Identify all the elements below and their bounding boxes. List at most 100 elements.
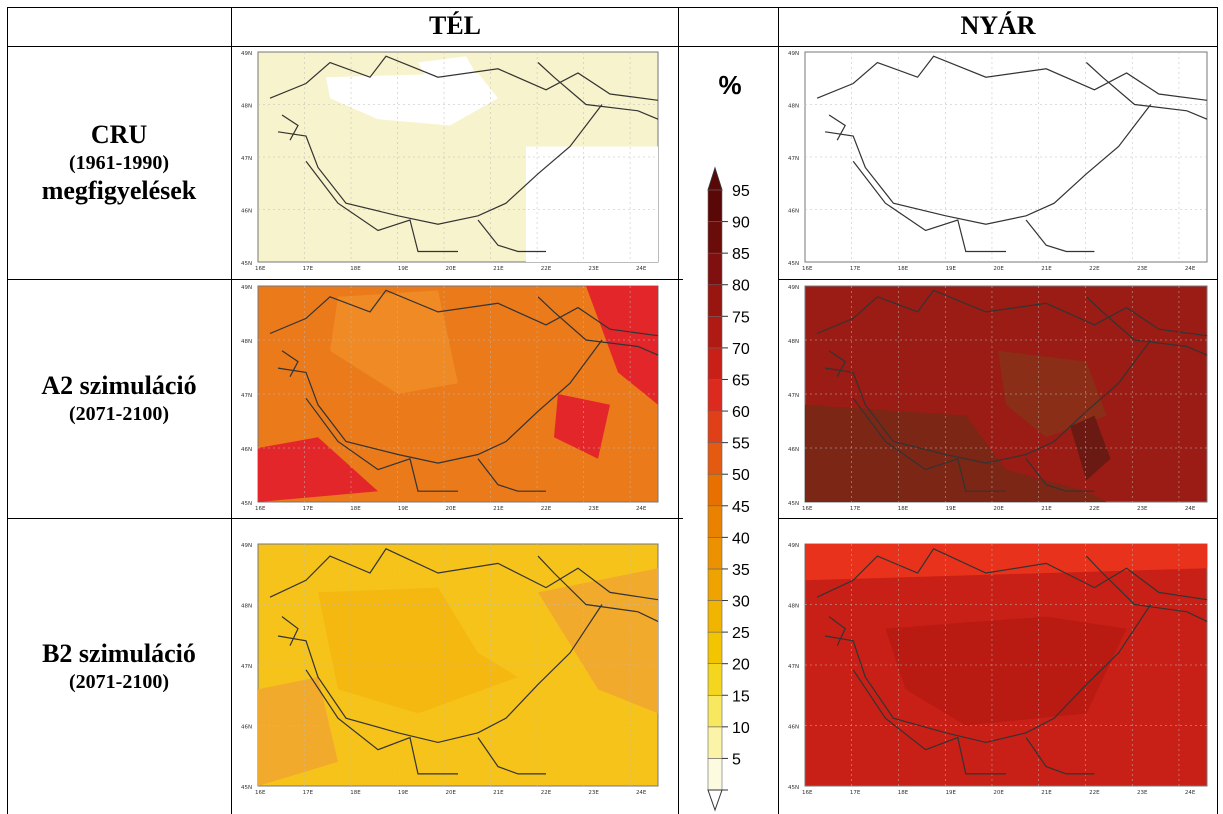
legend-swatch [707, 221, 723, 254]
latitude-label: 49N [241, 285, 252, 291]
latitude-label: 49N [241, 51, 252, 57]
legend-tick-label: 45 [732, 499, 750, 516]
longitude-label: 21E [493, 790, 504, 796]
longitude-label: 23E [1137, 790, 1148, 796]
country-border [277, 104, 603, 225]
country-border [281, 616, 299, 646]
longitude-label: 20E [445, 790, 456, 796]
col-divider-1 [231, 7, 232, 814]
longitude-label: 22E [541, 790, 552, 796]
longitude-label: 22E [1089, 790, 1100, 796]
longitude-label: 22E [1089, 266, 1100, 272]
latitude-label: 45N [788, 261, 799, 267]
country-border [824, 604, 1152, 744]
row-label-b2-title: B2 szimuláció [42, 638, 196, 668]
latitude-label: 49N [241, 543, 252, 549]
country-border [1025, 737, 1095, 775]
longitude-label: 21E [493, 266, 504, 272]
longitude-label: 16E [255, 266, 266, 272]
longitude-label: 20E [993, 790, 1004, 796]
legend-tick-label: 85 [732, 246, 750, 263]
legend-arrow-bottom [707, 789, 723, 812]
col-divider-3 [778, 7, 779, 814]
country-border [1085, 296, 1208, 356]
latitude-label: 45N [788, 501, 799, 507]
col-divider-4 [1217, 7, 1218, 814]
longitude-label: 18E [898, 790, 909, 796]
latitude-label: 47N [241, 664, 252, 670]
map-region [330, 290, 458, 394]
country-border [305, 669, 458, 775]
country-border [537, 62, 659, 120]
legend-tick-label: 95 [732, 183, 750, 200]
row-label-cru-subtitle: megfigyelések [41, 176, 197, 205]
country-border [281, 114, 299, 141]
map-region [805, 544, 1207, 581]
legend-swatch [707, 410, 723, 443]
legend-tick-label: 80 [732, 278, 750, 295]
latitude-label: 46N [241, 447, 252, 453]
longitude-label: 17E [303, 266, 314, 272]
country-border [477, 737, 546, 775]
map-region [586, 286, 658, 405]
map-b2-summer: 49N 48N 47N 46N 45N 16E 17E 18E 19E 20E 21E 22E 23E 2… [787, 540, 1211, 798]
longitude-label: 19E [946, 266, 957, 272]
map-region [997, 350, 1107, 438]
legend-tick-label: 35 [732, 562, 750, 579]
latitude-label: 48N [241, 604, 252, 610]
latitude-label: 46N [788, 447, 799, 453]
longitude-label: 23E [588, 506, 599, 512]
country-border [828, 114, 846, 141]
legend-tick-label: 50 [732, 467, 750, 484]
map-cru-summer: 49N 48N 47N 46N 45N 16E 17E 18E 19E 20E 21E 22E 23E 2… [787, 48, 1211, 274]
country-border [816, 55, 1208, 101]
latitude-label: 47N [241, 393, 252, 399]
row-label-a2-title: A2 szimuláció [41, 371, 197, 400]
longitude-label: 20E [993, 266, 1004, 272]
legend-swatch [707, 537, 723, 570]
latitude-label: 46N [788, 209, 799, 215]
longitude-label: 23E [1137, 506, 1148, 512]
country-border [1025, 458, 1095, 492]
legend-tick-label: 25 [732, 625, 750, 642]
longitude-label: 22E [541, 506, 552, 512]
legend-swatch [707, 505, 723, 538]
country-border [269, 289, 659, 337]
header-winter: TÉL [428, 11, 482, 40]
row-divider-2 [7, 518, 683, 519]
legend-swatch [707, 694, 723, 728]
legend-tick-label: 30 [732, 594, 750, 611]
country-border [281, 350, 299, 377]
latitude-label: 45N [241, 785, 252, 791]
longitude-label: 17E [303, 790, 314, 796]
map-a2-winter: 49N 48N 47N 46N 45N 16E 17E 18E 19E 20E 21E 22E 23E 2… [240, 282, 662, 514]
longitude-label: 19E [398, 266, 409, 272]
col-divider-2 [678, 7, 679, 814]
row-label-cru-title: CRU [90, 120, 148, 149]
longitude-label: 20E [445, 506, 456, 512]
latitude-label: 49N [788, 543, 799, 549]
country-border [277, 604, 603, 744]
country-border [305, 397, 458, 492]
longitude-label: 21E [1041, 266, 1052, 272]
latitude-label: 47N [788, 393, 799, 399]
longitude-label: 23E [588, 266, 599, 272]
longitude-label: 18E [350, 506, 361, 512]
map-region [418, 56, 478, 78]
longitude-label: 20E [445, 266, 456, 272]
map-region [554, 394, 610, 459]
longitude-label: 18E [350, 790, 361, 796]
country-border [816, 289, 1208, 337]
latitude-label: 45N [241, 261, 252, 267]
latitude-label: 49N [788, 285, 799, 291]
longitude-label: 17E [850, 506, 861, 512]
map-region [258, 437, 378, 502]
header-summer: NYÁR [960, 11, 1036, 40]
longitude-label: 24E [636, 266, 647, 272]
latitude-label: 45N [788, 785, 799, 791]
table-border-top [7, 7, 1218, 8]
longitude-label: 18E [898, 506, 909, 512]
